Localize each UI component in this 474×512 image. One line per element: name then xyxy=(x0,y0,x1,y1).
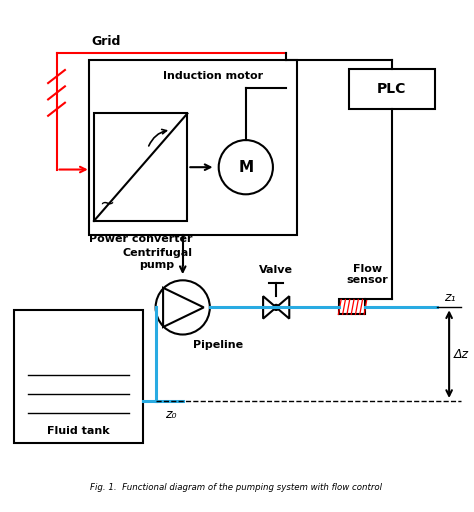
Polygon shape xyxy=(163,288,204,327)
Bar xyxy=(15,310,143,443)
Text: Fluid tank: Fluid tank xyxy=(47,426,110,436)
Polygon shape xyxy=(263,296,276,318)
Bar xyxy=(89,60,297,235)
Bar xyxy=(349,69,435,109)
Text: Grid: Grid xyxy=(91,35,121,48)
Text: Pipeline: Pipeline xyxy=(193,340,243,350)
Text: Fig. 1.  Functional diagram of the pumping system with flow control: Fig. 1. Functional diagram of the pumpin… xyxy=(91,483,383,492)
Text: Power converter: Power converter xyxy=(89,233,192,244)
Text: z₁: z₁ xyxy=(445,291,456,304)
Polygon shape xyxy=(276,296,289,318)
Text: Centrifugal
pump: Centrifugal pump xyxy=(122,248,192,270)
Text: Δz: Δz xyxy=(454,348,469,360)
Circle shape xyxy=(155,280,210,334)
Bar xyxy=(339,300,365,314)
Text: z₀: z₀ xyxy=(165,408,177,421)
Circle shape xyxy=(219,140,273,195)
Text: $\sim$: $\sim$ xyxy=(96,193,115,211)
Text: Induction motor: Induction motor xyxy=(163,71,263,81)
Circle shape xyxy=(273,305,279,310)
Bar xyxy=(94,114,187,221)
Text: Flow
sensor: Flow sensor xyxy=(346,264,388,286)
Text: PLC: PLC xyxy=(377,82,407,96)
Text: M: M xyxy=(238,160,254,175)
Text: Valve: Valve xyxy=(259,265,293,275)
